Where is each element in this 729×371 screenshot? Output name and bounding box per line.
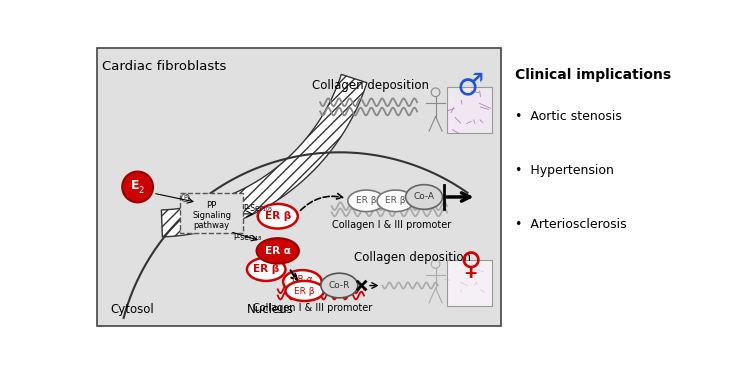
Circle shape — [182, 194, 190, 201]
Text: Clinical implications: Clinical implications — [515, 68, 671, 82]
Text: P-ser₁₁₈: P-ser₁₁₈ — [233, 233, 261, 242]
Text: 2: 2 — [139, 186, 144, 195]
Text: E: E — [131, 179, 139, 192]
Ellipse shape — [321, 273, 358, 298]
Text: ER β: ER β — [386, 196, 406, 205]
Text: •  Hypertension: • Hypertension — [515, 164, 614, 177]
FancyBboxPatch shape — [447, 87, 492, 133]
Text: Collagen deposition: Collagen deposition — [354, 251, 471, 264]
Text: •  Arteriosclerosis: • Arteriosclerosis — [515, 218, 626, 231]
Ellipse shape — [286, 281, 324, 301]
Text: •  Aortic stenosis: • Aortic stenosis — [515, 110, 622, 123]
Text: Co-A: Co-A — [413, 193, 434, 201]
Text: P: P — [184, 195, 187, 200]
Circle shape — [122, 171, 153, 202]
Ellipse shape — [283, 270, 321, 293]
FancyBboxPatch shape — [447, 260, 492, 306]
Ellipse shape — [348, 190, 385, 211]
Text: Cytosol: Cytosol — [110, 303, 154, 316]
Text: ER α: ER α — [265, 246, 291, 256]
FancyBboxPatch shape — [180, 193, 243, 233]
Text: Collagen deposition: Collagen deposition — [311, 79, 429, 92]
Ellipse shape — [247, 258, 286, 281]
Text: Collagen I & III promoter: Collagen I & III promoter — [332, 220, 451, 230]
Text: Cardiac fibroblasts: Cardiac fibroblasts — [102, 60, 227, 73]
Polygon shape — [161, 75, 367, 237]
Ellipse shape — [258, 204, 297, 229]
Text: ER β: ER β — [295, 287, 315, 296]
FancyBboxPatch shape — [97, 48, 501, 326]
Text: ♀: ♀ — [459, 251, 481, 280]
Ellipse shape — [405, 185, 443, 209]
Text: ER α: ER α — [292, 275, 313, 284]
Ellipse shape — [257, 238, 299, 263]
Text: Collagen I & III promoter: Collagen I & III promoter — [253, 303, 372, 313]
Text: Nucleus: Nucleus — [247, 303, 294, 316]
Text: ER β: ER β — [253, 265, 279, 275]
Text: ♂: ♂ — [456, 72, 484, 101]
Text: ER β: ER β — [265, 211, 291, 221]
Ellipse shape — [377, 190, 414, 211]
Text: ER β: ER β — [356, 196, 377, 205]
Text: PP
Signaling
pathway: PP Signaling pathway — [192, 201, 231, 230]
Text: Co-R: Co-R — [329, 281, 350, 290]
Text: P-Ser₁₀₅: P-Ser₁₀₅ — [243, 204, 272, 213]
